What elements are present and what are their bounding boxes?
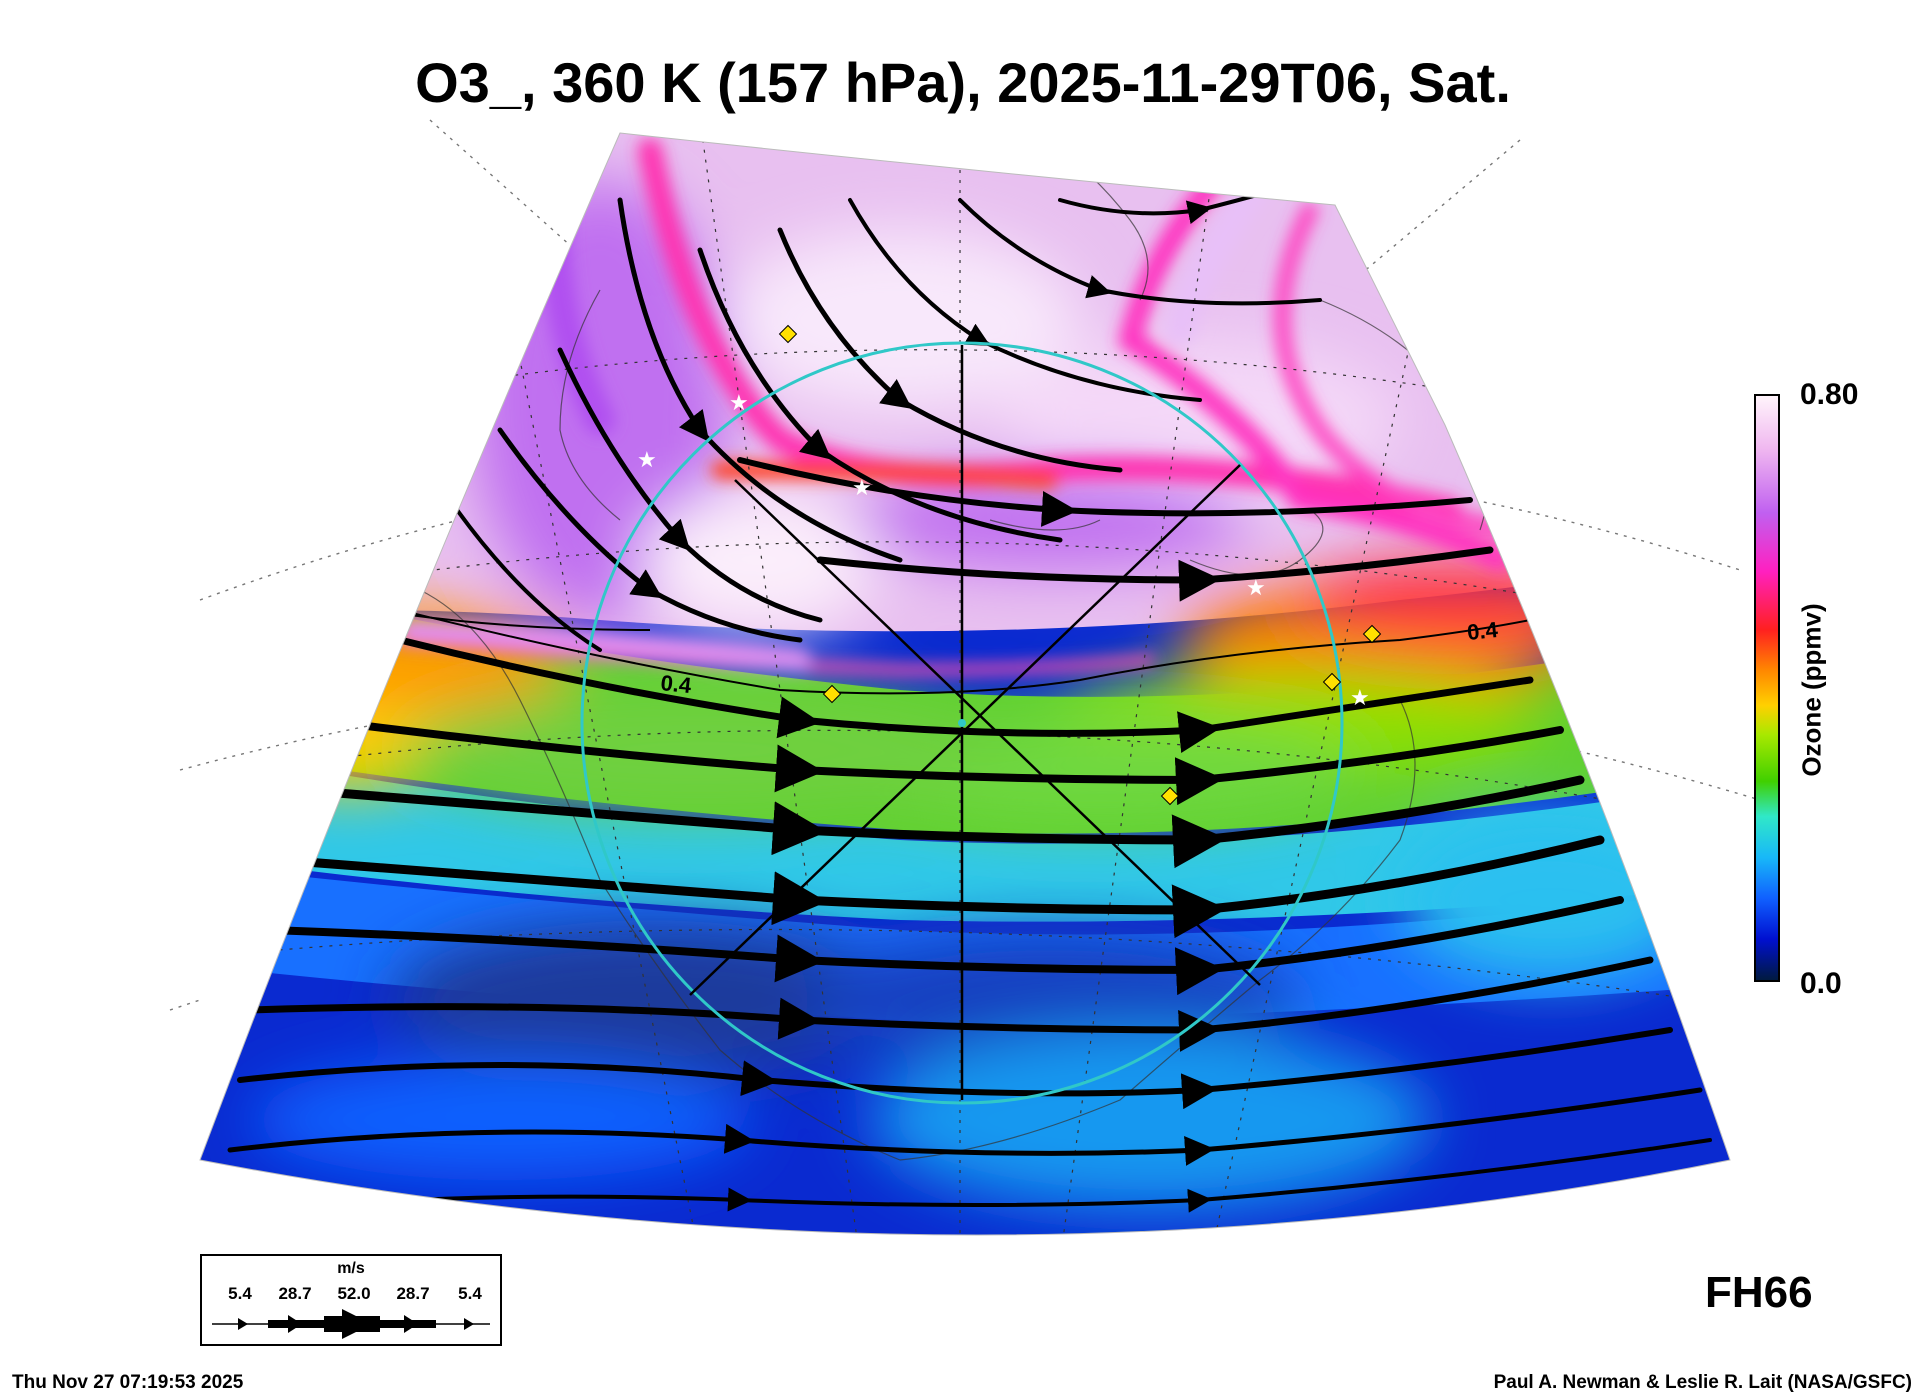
legend-value: 5.4 <box>228 1284 252 1303</box>
legend-value: 5.4 <box>458 1284 482 1303</box>
ozone-colorbar <box>1754 394 1780 982</box>
credit-line: Paul A. Newman & Leslie R. Lait (NASA/GS… <box>1493 1372 1912 1393</box>
legend-value: 52.0 <box>337 1284 371 1303</box>
legend-arrow <box>212 1309 490 1339</box>
forecast-hour-label: FH66 <box>1705 1268 1813 1317</box>
svg-text:★: ★ <box>852 476 872 501</box>
svg-text:★: ★ <box>1246 576 1266 601</box>
contour-label-west: 0.4 <box>659 670 693 698</box>
svg-text:★: ★ <box>1350 686 1370 711</box>
svg-text:★: ★ <box>729 391 749 416</box>
legend-value: 28.7 <box>278 1284 312 1303</box>
legend-unit: m/s <box>337 1260 365 1277</box>
legend-value: 28.7 <box>396 1284 430 1303</box>
wind-speed-legend: m/s 5.4 28.7 52.0 28.7 5.4 <box>200 1254 502 1346</box>
station-markers <box>778 324 1382 806</box>
colorbar-title: Ozone (ppmv) <box>1796 603 1827 777</box>
colorbar-min-label: 0.0 <box>1800 967 1842 1000</box>
plot-title: O3_, 360 K (157 hPa), 2025-11-29T06, Sat… <box>415 51 1511 114</box>
contour-label-east: 0.4 <box>1466 617 1500 645</box>
colorbar-max-label: 0.80 <box>1800 378 1859 411</box>
analysis-ring <box>580 341 1344 1105</box>
ozone-field: ★ ★ ★ ★ ★ <box>200 133 1730 1235</box>
run-timestamp: Thu Nov 27 07:19:53 2025 <box>12 1372 244 1393</box>
svg-text:★: ★ <box>637 448 657 473</box>
